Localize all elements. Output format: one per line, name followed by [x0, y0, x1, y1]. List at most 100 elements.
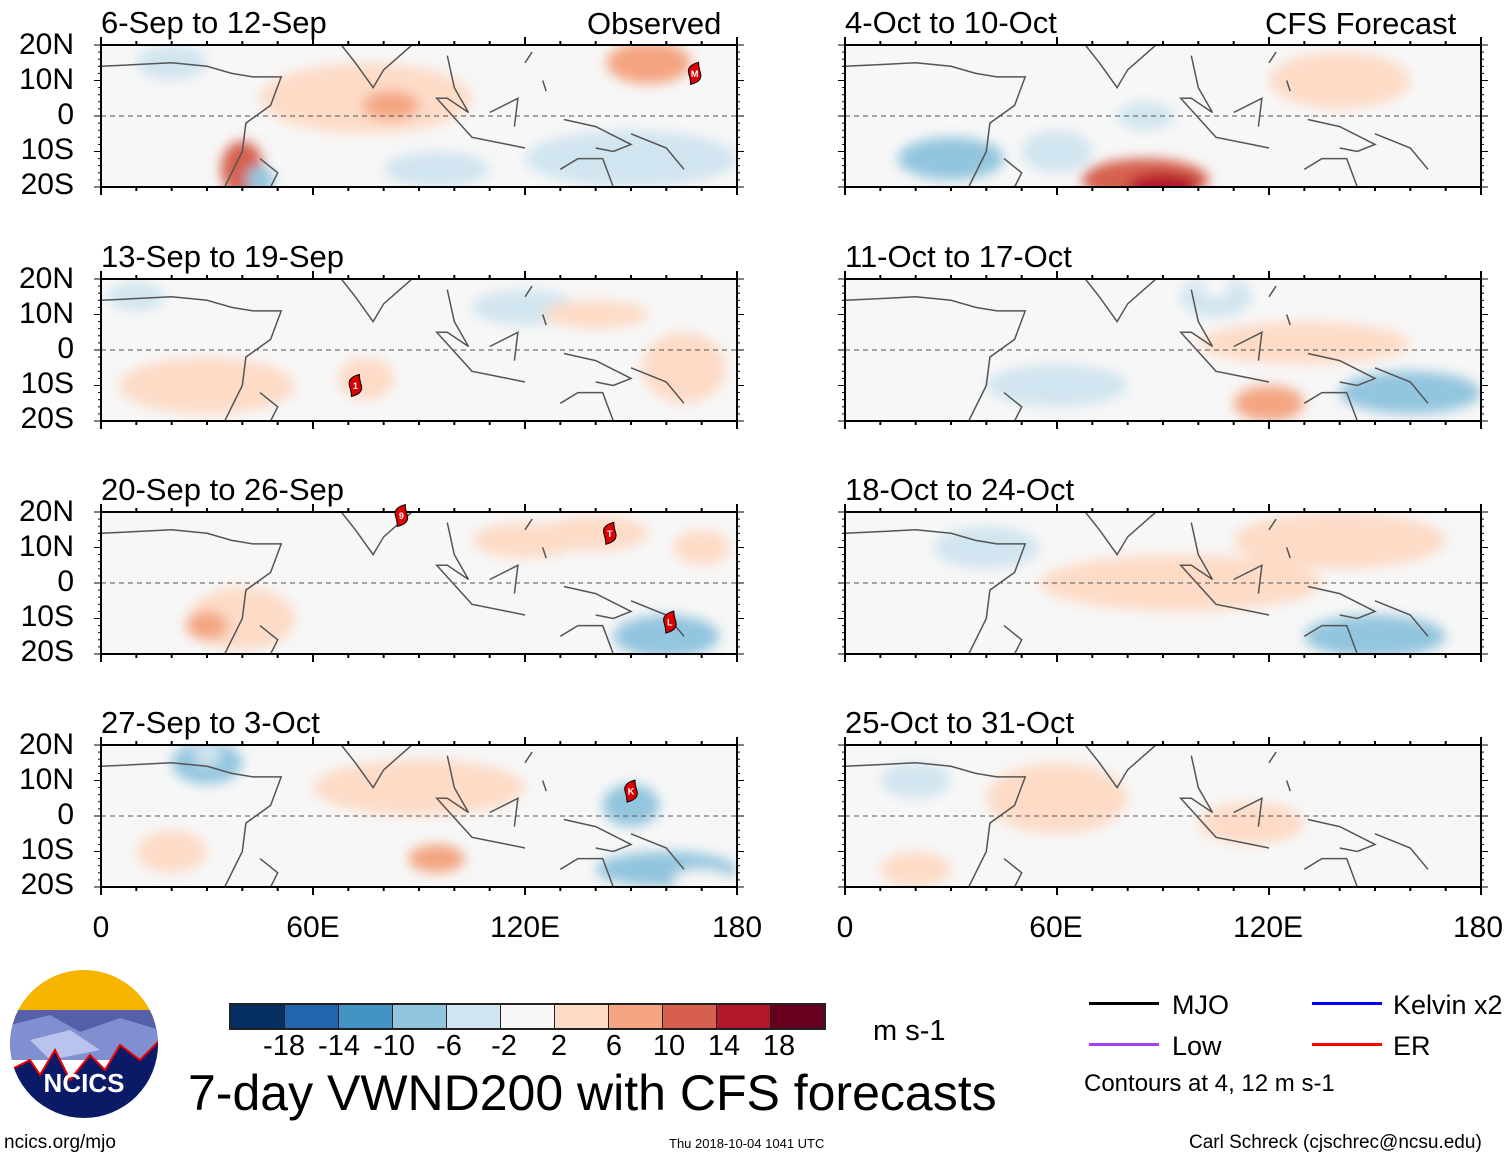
timestamp: Thu 2018-10-04 1041 UTC — [669, 1136, 825, 1151]
x-tick: 60E — [1029, 911, 1083, 944]
colorbar-swatch — [608, 1005, 662, 1028]
lat-tick: 20N — [18, 28, 74, 61]
legend-line-er — [1312, 1043, 1382, 1046]
anomaly-region — [641, 332, 727, 404]
panel-title: 13-Sep to 19-Sep — [101, 239, 345, 274]
lat-tick: 20N — [18, 728, 74, 761]
colorbar-label: 6 — [605, 1030, 623, 1062]
svg-text:T: T — [607, 529, 613, 539]
anomaly-region — [1339, 371, 1481, 414]
lat-tick: 0 — [57, 798, 74, 831]
x-tick: 0 — [92, 911, 110, 944]
map-panel: K — [94, 737, 744, 895]
colorbar-label: 10 — [652, 1030, 686, 1062]
tropical-cyclone-icon: L — [663, 610, 677, 634]
legend-line-mjo — [1089, 1002, 1159, 1005]
anomaly-region — [1127, 172, 1199, 187]
map-panel: 1 — [94, 271, 744, 429]
colorbar-swatch — [338, 1005, 392, 1028]
anomaly-region — [1269, 52, 1411, 109]
lat-tick: 0 — [57, 98, 74, 131]
map-panel — [838, 737, 1488, 895]
lat-tick: 10S — [20, 133, 74, 166]
anomaly-region — [898, 137, 1004, 180]
lat-tick: 10S — [20, 833, 74, 866]
colorbar — [229, 1003, 826, 1030]
lat-tick: 10S — [20, 367, 74, 400]
lat-tick: 0 — [57, 332, 74, 365]
figure-title: 7-day VWND200 with CFS forecasts — [188, 1065, 997, 1121]
legend-label-er: ER — [1393, 1031, 1431, 1061]
legend-line-kelvin — [1312, 1002, 1382, 1005]
x-tick: 180 — [1452, 911, 1504, 944]
lat-tick: 20N — [18, 262, 74, 295]
coastline — [845, 745, 1429, 887]
colorbar-label: -14 — [318, 1030, 360, 1062]
colorbar-label: -18 — [263, 1030, 305, 1062]
lat-tick: 20S — [20, 635, 74, 668]
contour-note: Contours at 4, 12 m s-1 — [1084, 1070, 1335, 1097]
lat-tick: 20S — [20, 168, 74, 201]
x-tick: 0 — [836, 911, 854, 944]
coastline — [845, 279, 1429, 421]
legend-label-low: Low — [1172, 1031, 1222, 1061]
colorbar-label: 2 — [550, 1030, 568, 1062]
colorbar-swatch — [662, 1005, 716, 1028]
lat-tick: 20S — [20, 402, 74, 435]
colorbar-swatch — [231, 1005, 284, 1028]
map-panel: M — [94, 37, 744, 195]
colorbar-units: m s-1 — [873, 1015, 946, 1047]
legend-label-kelvin: Kelvin x2 — [1393, 990, 1503, 1020]
map-panel — [838, 504, 1488, 662]
panel-title: 27-Sep to 3-Oct — [101, 705, 320, 740]
map-panel — [838, 271, 1488, 429]
anomaly-region — [108, 282, 165, 311]
map-panel: 9 T L — [94, 503, 744, 662]
tropical-cyclone-icon: T — [603, 521, 617, 545]
legend-label-mjo: MJO — [1172, 990, 1229, 1020]
colorbar-label: -10 — [373, 1030, 415, 1062]
coastline — [845, 45, 1429, 187]
panel-title: 20-Sep to 26-Sep — [101, 472, 345, 507]
lat-tick: 10N — [18, 63, 74, 96]
anomaly-region — [1392, 165, 1464, 187]
anomaly-region — [613, 614, 720, 654]
coastline — [101, 45, 685, 187]
anomaly-region — [192, 745, 222, 767]
lat-tick: 20S — [20, 868, 74, 901]
colorbar-swatch — [392, 1005, 446, 1028]
x-tick: 180 — [711, 911, 763, 944]
panel-title: 11-Oct to 17-Oct — [845, 239, 1072, 274]
anomaly-region — [542, 300, 649, 329]
anomaly-region — [606, 45, 692, 85]
anomaly-region — [313, 759, 525, 816]
panel-title: 18-Oct to 24-Oct — [845, 472, 1075, 507]
svg-text:M: M — [691, 69, 699, 79]
colorbar-label: 18 — [762, 1030, 796, 1062]
legend-line-low — [1089, 1043, 1159, 1046]
anomaly-region — [245, 165, 275, 187]
lat-tick: 10S — [20, 600, 74, 633]
coastline — [845, 512, 1429, 654]
anomaly-region — [1180, 279, 1252, 319]
anomaly-region — [880, 851, 951, 887]
anomaly-region — [986, 364, 1128, 407]
anomaly-region — [1021, 130, 1093, 173]
observed-label: Observed — [587, 6, 722, 41]
svg-text:NCICS: NCICS — [44, 1068, 125, 1098]
tropical-cyclone-icon: M — [687, 61, 702, 86]
svg-text:K: K — [628, 787, 635, 797]
anomaly-region — [1198, 321, 1411, 365]
anomaly-region — [1198, 801, 1305, 845]
source-link[interactable]: ncics.org/mjo — [4, 1132, 116, 1153]
anomaly-region — [525, 130, 737, 187]
colorbar-swatch — [446, 1005, 500, 1028]
anomaly-region — [408, 844, 465, 873]
colorbar-swatch — [500, 1005, 554, 1028]
coastline — [101, 512, 685, 654]
coastline — [101, 745, 685, 887]
colorbar-swatch — [716, 1005, 770, 1028]
tropical-cyclone-icon: K — [624, 779, 638, 803]
panel-title: 6-Sep to 12-Sep — [101, 5, 327, 40]
svg-text:1: 1 — [353, 381, 358, 391]
